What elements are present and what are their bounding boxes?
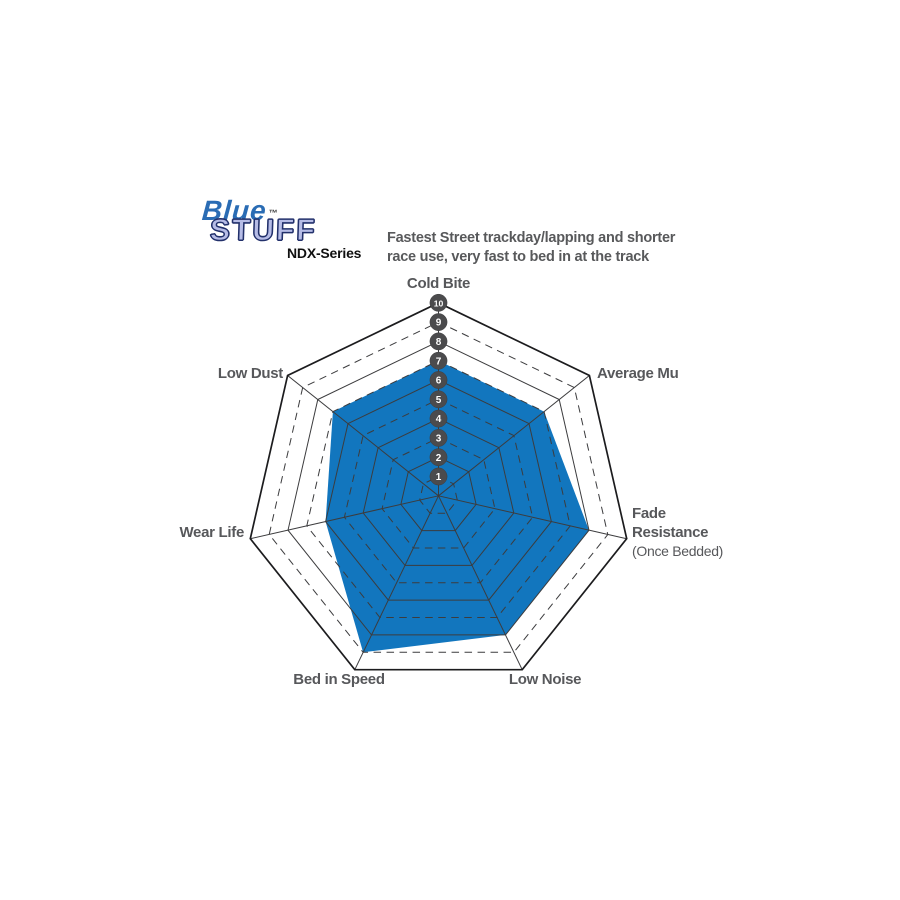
scale-badge-label: 7 (436, 356, 442, 367)
radar-spoke-5 (250, 495, 439, 540)
radar-ring-7 (306, 360, 571, 618)
scale-badge-circle (429, 409, 448, 428)
radar-ring-4 (362, 418, 515, 566)
radar-ring-2 (400, 456, 477, 532)
radar-spoke-1 (438, 375, 590, 497)
scale-badge-4: 4 (429, 409, 448, 428)
radar-value-area (325, 360, 589, 653)
radar-scale-badges: 1 2 3 4 5 6 7 8 9 10 (429, 293, 448, 486)
scale-badge-circle (429, 351, 448, 370)
scale-badge-label: 10 (434, 298, 444, 308)
axis-label-text: Cold Bite (407, 275, 470, 292)
axis-label-wear-life: Wear Life (179, 524, 244, 541)
radar-axis-labels: Cold Bite Average Mu Fade Resistance (Once B… (179, 275, 723, 688)
scale-badge-label: 2 (436, 453, 442, 464)
axis-label-text: Low Dust (218, 365, 283, 382)
axis-label-cold-bite: Cold Bite (407, 275, 470, 292)
axis-label-text: Wear Life (179, 524, 244, 541)
radar-outer-ring (249, 301, 628, 671)
scale-badge-7: 7 (429, 351, 448, 370)
bluestuff-logo: Blue™ STUFF NDX-Series (201, 195, 377, 262)
radar-ring-6 (325, 379, 552, 601)
scale-badge-9: 9 (429, 313, 448, 331)
scale-badge-2: 2 (429, 448, 448, 467)
axis-label-text: Average Mu (597, 365, 679, 382)
scale-badge-circle (429, 313, 448, 331)
radar-spoke-4 (354, 495, 439, 670)
scale-badge-circle (429, 371, 448, 389)
axis-label-text: Fade (632, 505, 666, 522)
radar-spoke-3 (438, 495, 523, 670)
scale-badge-circle (429, 390, 448, 409)
axis-label-text: Resistance (632, 524, 708, 541)
scale-badge-circle (429, 467, 448, 486)
logo-series-name: NDX-Series (287, 245, 362, 261)
axis-label-text: Bed in Speed (293, 671, 385, 688)
scale-badge-6: 6 (429, 371, 448, 389)
axis-sublabel-text: (Once Bedded) (632, 543, 723, 559)
scale-badge-8: 8 (429, 332, 448, 351)
scale-badge-label: 5 (436, 395, 442, 406)
radar-spoke-6 (287, 375, 439, 497)
scale-badge-circle (429, 429, 448, 447)
scale-badge-3: 3 (429, 429, 448, 447)
product-description: Fastest Street trackday/lapping and shor… (387, 230, 676, 265)
radar-ring-3 (381, 437, 496, 549)
scale-badge-circle (429, 293, 448, 312)
scale-badge-label: 6 (436, 376, 442, 387)
axis-label-low-dust: Low Dust (218, 365, 284, 382)
scale-badge-5: 5 (429, 390, 448, 409)
scale-badge-1: 1 (429, 467, 448, 486)
radar-ring-5 (343, 398, 534, 584)
axis-label-bed-in-speed: Bed in Speed (293, 671, 385, 688)
axis-label-text: Low Noise (509, 671, 581, 688)
axis-label-low-noise: Low Noise (509, 671, 582, 688)
scale-badge-label: 9 (436, 318, 442, 329)
radar-spoke-2 (438, 495, 627, 540)
scale-badge-circle (429, 332, 448, 351)
scale-badge-label: 8 (436, 337, 442, 348)
scale-badge-circle (429, 448, 448, 467)
scale-badge-label: 4 (436, 414, 442, 425)
axis-label-fade-resistance: Fade Resistance (Once Bedded) (632, 505, 723, 559)
scale-badge-label: 3 (436, 434, 442, 445)
axis-label-average-mu: Average Mu (597, 365, 679, 382)
scale-badge-10: 10 (429, 293, 448, 312)
radar-ring-8 (287, 340, 590, 636)
radar-ring-1 (419, 475, 458, 514)
radar-grid (249, 301, 628, 671)
radar-ring-9 (268, 321, 609, 653)
scale-badge-label: 1 (436, 472, 442, 483)
